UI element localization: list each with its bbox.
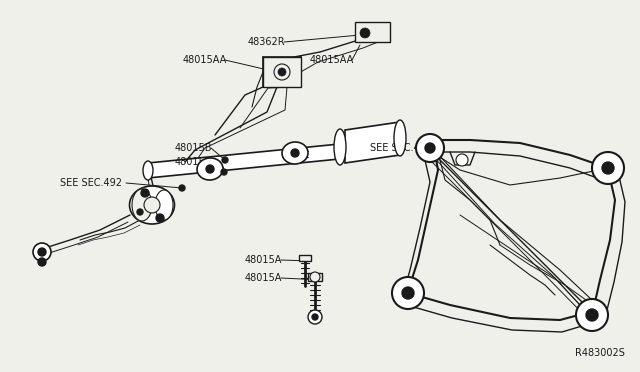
Circle shape	[291, 149, 299, 157]
Circle shape	[141, 189, 149, 197]
Polygon shape	[148, 138, 400, 178]
Circle shape	[310, 272, 320, 282]
Text: 48015AA: 48015AA	[310, 55, 355, 65]
Circle shape	[274, 64, 290, 80]
Circle shape	[392, 277, 424, 309]
Circle shape	[360, 28, 370, 38]
Ellipse shape	[155, 190, 173, 220]
Circle shape	[38, 248, 46, 256]
Circle shape	[221, 169, 227, 175]
Circle shape	[425, 143, 435, 153]
Ellipse shape	[334, 129, 346, 165]
Circle shape	[38, 258, 46, 266]
Text: 48015A: 48015A	[245, 255, 282, 265]
Text: 48015B: 48015B	[175, 157, 212, 167]
Circle shape	[576, 299, 608, 331]
Bar	[308, 273, 322, 281]
Text: 48015B: 48015B	[175, 143, 212, 153]
Circle shape	[278, 68, 286, 76]
Circle shape	[416, 134, 444, 162]
Circle shape	[312, 314, 318, 320]
Ellipse shape	[282, 142, 308, 164]
Text: 48015A: 48015A	[245, 273, 282, 283]
Circle shape	[602, 162, 614, 174]
Circle shape	[402, 287, 414, 299]
Circle shape	[144, 197, 160, 213]
Text: R483002S: R483002S	[575, 348, 625, 358]
Bar	[263, 57, 301, 87]
Bar	[299, 255, 311, 261]
Circle shape	[308, 310, 322, 324]
Text: SEE SEC.401: SEE SEC.401	[370, 143, 432, 153]
Text: 48362R: 48362R	[248, 37, 285, 47]
Circle shape	[222, 157, 228, 163]
Text: 48015AA: 48015AA	[183, 55, 227, 65]
Ellipse shape	[143, 161, 153, 180]
Circle shape	[586, 309, 598, 321]
Bar	[355, 22, 390, 42]
Polygon shape	[345, 122, 400, 163]
Circle shape	[206, 165, 214, 173]
Circle shape	[179, 185, 185, 191]
Circle shape	[33, 243, 51, 261]
Circle shape	[592, 152, 624, 184]
Text: SEE SEC.492: SEE SEC.492	[60, 178, 122, 188]
Circle shape	[137, 209, 143, 215]
Ellipse shape	[129, 186, 175, 224]
Ellipse shape	[132, 189, 152, 221]
Circle shape	[156, 214, 164, 222]
Ellipse shape	[394, 120, 406, 156]
Circle shape	[456, 154, 468, 166]
Ellipse shape	[197, 158, 223, 180]
